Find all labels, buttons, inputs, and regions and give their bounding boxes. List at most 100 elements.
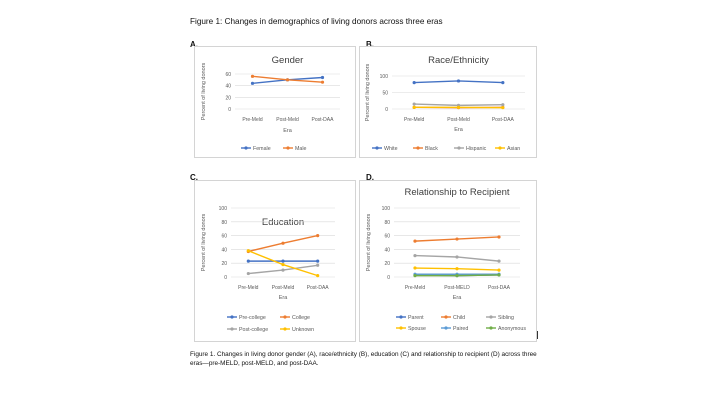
x-tick-label: Post-Meld [447, 117, 470, 123]
gender-chart-panel: Gender 0 20 40 60 Pre-Meld Post-Meld Post-DAA Er… [194, 46, 356, 158]
legend-marker [489, 315, 493, 319]
x-tick-label: Post-DAA [307, 285, 330, 291]
legend-marker [286, 146, 290, 150]
data-point [455, 255, 459, 259]
data-point [246, 259, 250, 263]
legend-label: Spouse [408, 326, 426, 332]
y-axis-label: Percent of living donors [201, 63, 207, 121]
y-tick-label: 0 [387, 275, 390, 281]
data-point [250, 74, 255, 78]
x-axis-label: Era [454, 127, 464, 133]
data-point [320, 80, 325, 84]
y-axis-label: Percent of living donors [365, 64, 371, 122]
data-point [455, 267, 459, 271]
legend-marker [283, 327, 287, 331]
figure-title: Figure 1: Changes in demographics of liv… [190, 17, 443, 26]
y-tick-label: 0 [228, 107, 231, 113]
data-point [456, 105, 461, 109]
y-tick-label: 0 [224, 275, 227, 281]
y-tick-label: 20 [221, 261, 227, 267]
data-point [497, 235, 501, 239]
data-point [413, 239, 417, 243]
data-point [501, 103, 505, 107]
legend-marker [375, 146, 379, 150]
data-point [246, 271, 250, 276]
x-tick-label: Pre-Meld [404, 117, 425, 123]
x-tick-label: Post-DAA [488, 285, 511, 291]
legend-marker [230, 327, 234, 331]
data-point [413, 266, 417, 270]
panel-letter-a: A. [190, 40, 198, 49]
data-point [497, 268, 501, 272]
data-point [316, 234, 320, 238]
relationship-to-recipient-chart: Relationship to Recipient 0 20 40 60 80 100 Pre… [366, 187, 526, 332]
x-tick-label: Post-DAA [312, 117, 335, 123]
y-tick-label: 80 [221, 220, 227, 226]
text-cursor-icon [537, 331, 538, 339]
legend-label: Parent [408, 315, 424, 321]
data-point [320, 75, 325, 80]
y-tick-label: 100 [382, 206, 391, 212]
y-tick-label: 100 [219, 206, 228, 212]
race-ethnicity-chart: Race/Ethnicity 0 50 100 Pre-Meld Post-Meld Pos… [365, 55, 525, 152]
legend-label: Post-college [239, 327, 268, 333]
data-point [281, 262, 285, 267]
chart-title: Gender [272, 55, 304, 66]
legend-label: Pre-college [239, 315, 266, 321]
legend-marker [230, 315, 234, 319]
legend-label: White [384, 146, 398, 152]
x-axis-label: Era [453, 295, 463, 301]
x-tick-label: Pre-Meld [242, 117, 263, 123]
data-point [455, 274, 459, 278]
data-point [281, 259, 285, 263]
y-tick-label: 50 [382, 91, 388, 97]
relationship-chart-panel: Relationship to Recipient 0 20 40 60 80 100 Pre… [359, 180, 537, 342]
legend-label: Unknown [292, 327, 314, 333]
y-tick-label: 40 [221, 247, 227, 253]
x-tick-label: Pre-Meld [238, 285, 259, 291]
legend-marker [283, 315, 287, 319]
data-point [456, 79, 461, 83]
legend-marker [444, 326, 448, 330]
x-tick-label: Pre-Meld [405, 285, 426, 291]
x-tick-label: Post-Meld [276, 117, 299, 123]
y-tick-label: 20 [225, 95, 231, 101]
x-tick-label: Post-Meld [272, 285, 295, 291]
y-tick-label: 60 [221, 234, 227, 240]
figure-caption: Figure 1. Changes in living donor gender… [190, 351, 537, 368]
legend-label: Child [453, 315, 465, 321]
education-chart: Education 0 20 40 60 80 100 Pre-Meld Post-Meld Po… [201, 206, 335, 333]
data-point [412, 102, 416, 106]
legend-marker [498, 146, 502, 150]
legend-marker [244, 146, 248, 150]
panel-letter-b: B. [366, 40, 374, 49]
panel-letter-c: C. [190, 173, 198, 182]
data-point [412, 81, 416, 85]
legend-label: Female [253, 146, 271, 152]
data-point [413, 274, 417, 278]
data-point [497, 273, 501, 277]
legend-marker [416, 146, 420, 150]
data-point [316, 259, 320, 263]
y-tick-label: 100 [380, 74, 389, 80]
data-point [281, 268, 285, 272]
legend-label: Paired [453, 326, 468, 332]
data-point [497, 259, 501, 263]
legend-marker [399, 326, 403, 330]
y-axis-label: Percent of living donors [366, 214, 372, 272]
chart-title: Race/Ethnicity [428, 55, 489, 66]
legend-marker [444, 315, 448, 319]
data-point [412, 105, 416, 109]
y-axis-label: Percent of living donors [201, 214, 207, 272]
legend-marker [399, 315, 403, 319]
y-tick-label: 40 [384, 247, 390, 253]
data-point [281, 241, 285, 245]
y-tick-label: 80 [384, 220, 390, 226]
legend-label: Anonymous [498, 326, 526, 332]
data-point [285, 78, 290, 82]
data-point [501, 106, 505, 110]
x-tick-label: Post-MELD [444, 285, 470, 291]
race-ethnicity-chart-panel: Race/Ethnicity 0 50 100 Pre-Meld Post-Meld Pos… [359, 46, 537, 158]
legend-label: Hispanic [466, 146, 487, 152]
x-axis-label: Era [283, 128, 293, 134]
